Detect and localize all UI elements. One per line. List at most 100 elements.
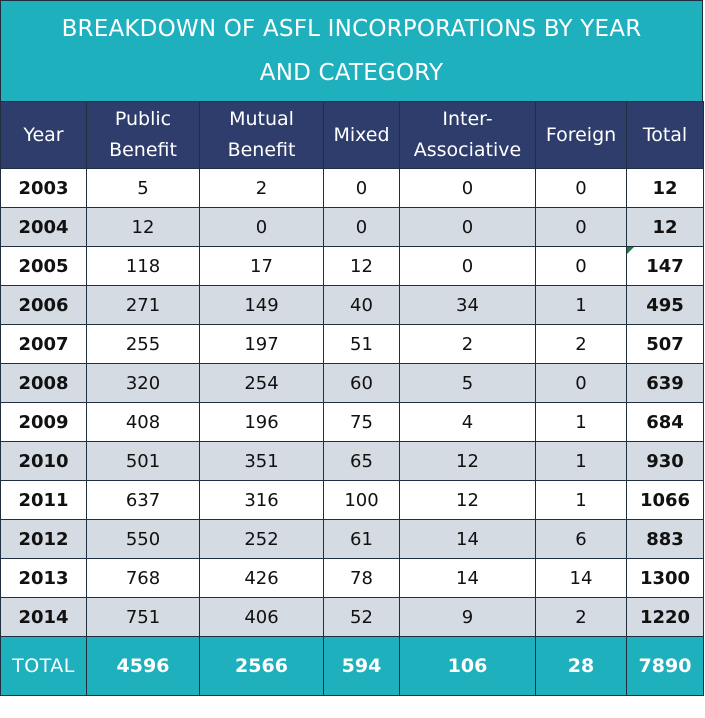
cell-public-benefit: 118 xyxy=(86,246,200,286)
totals-mixed: 594 xyxy=(323,636,400,696)
table-row: 2011 637 316 100 12 1 1066 xyxy=(0,480,704,520)
cell-total: 639 xyxy=(626,363,704,403)
table-title: BREAKDOWN OF ASFL INCORPORATIONS BY YEAR… xyxy=(0,0,703,101)
table-row: 2013 768 426 78 14 14 1300 xyxy=(0,558,704,598)
cell-mutual-benefit: 254 xyxy=(199,363,324,403)
cell-total: 1300 xyxy=(626,558,704,598)
cell-total: 1066 xyxy=(626,480,704,520)
cell-year: 2003 xyxy=(0,168,87,208)
cell-total: 684 xyxy=(626,402,704,442)
cell-comment-marker xyxy=(627,247,634,254)
table-title-line-2: AND CATEGORY xyxy=(259,60,444,86)
cell-inter-associative: 4 xyxy=(399,402,536,442)
cell-foreign: 1 xyxy=(535,285,627,325)
header-public-benefit: Public Benefit xyxy=(86,101,200,169)
cell-year: 2009 xyxy=(0,402,87,442)
cell-mutual-benefit: 252 xyxy=(199,519,324,559)
cell-inter-associative: 0 xyxy=(399,246,536,286)
cell-inter-associative: 12 xyxy=(399,480,536,520)
cell-mixed: 51 xyxy=(323,324,400,364)
cell-public-benefit: 320 xyxy=(86,363,200,403)
cell-public-benefit: 751 xyxy=(86,597,200,637)
cell-year: 2012 xyxy=(0,519,87,559)
cell-total: 1220 xyxy=(626,597,704,637)
cell-foreign: 6 xyxy=(535,519,627,559)
cell-total: 12 xyxy=(626,168,704,208)
cell-inter-associative: 5 xyxy=(399,363,536,403)
cell-mutual-benefit: 406 xyxy=(199,597,324,637)
table-row: 2012 550 252 61 14 6 883 xyxy=(0,519,704,559)
cell-total: 883 xyxy=(626,519,704,559)
cell-foreign: 1 xyxy=(535,480,627,520)
cell-public-benefit: 12 xyxy=(86,207,200,247)
cell-total: 147 xyxy=(626,246,704,286)
cell-mixed: 75 xyxy=(323,402,400,442)
header-foreign: Foreign xyxy=(535,101,627,169)
table-row: 2008 320 254 60 5 0 639 xyxy=(0,363,704,403)
cell-mutual-benefit: 316 xyxy=(199,480,324,520)
cell-mixed: 100 xyxy=(323,480,400,520)
cell-mutual-benefit: 196 xyxy=(199,402,324,442)
cell-public-benefit: 271 xyxy=(86,285,200,325)
cell-foreign: 0 xyxy=(535,168,627,208)
cell-year: 2004 xyxy=(0,207,87,247)
cell-year: 2007 xyxy=(0,324,87,364)
table-row: 2003 5 2 0 0 0 12 xyxy=(0,168,704,208)
cell-public-benefit: 408 xyxy=(86,402,200,442)
cell-total: 12 xyxy=(626,207,704,247)
cell-year: 2005 xyxy=(0,246,87,286)
header-mixed: Mixed xyxy=(323,101,400,169)
cell-foreign: 2 xyxy=(535,597,627,637)
cell-inter-associative: 9 xyxy=(399,597,536,637)
cell-mutual-benefit: 2 xyxy=(199,168,324,208)
header-total: Total xyxy=(626,101,704,169)
cell-inter-associative: 12 xyxy=(399,441,536,481)
cell-mixed: 0 xyxy=(323,207,400,247)
cell-foreign: 0 xyxy=(535,246,627,286)
cell-public-benefit: 501 xyxy=(86,441,200,481)
totals-grand-total: 7890 xyxy=(626,636,704,696)
cell-mixed: 12 xyxy=(323,246,400,286)
cell-inter-associative: 14 xyxy=(399,558,536,598)
cell-mutual-benefit: 17 xyxy=(199,246,324,286)
cell-mixed: 61 xyxy=(323,519,400,559)
totals-foreign: 28 xyxy=(535,636,627,696)
cell-public-benefit: 5 xyxy=(86,168,200,208)
cell-public-benefit: 255 xyxy=(86,324,200,364)
cell-mixed: 0 xyxy=(323,168,400,208)
table-row: 2014 751 406 52 9 2 1220 xyxy=(0,597,704,637)
totals-mutual-benefit: 2566 xyxy=(199,636,324,696)
cell-mixed: 65 xyxy=(323,441,400,481)
cell-public-benefit: 637 xyxy=(86,480,200,520)
cell-total: 495 xyxy=(626,285,704,325)
table-row: 2009 408 196 75 4 1 684 xyxy=(0,402,704,442)
cell-mutual-benefit: 351 xyxy=(199,441,324,481)
incorporations-table-container: BREAKDOWN OF ASFL INCORPORATIONS BY YEAR… xyxy=(0,0,704,696)
cell-public-benefit: 768 xyxy=(86,558,200,598)
cell-mutual-benefit: 426 xyxy=(199,558,324,598)
cell-public-benefit: 550 xyxy=(86,519,200,559)
cell-foreign: 0 xyxy=(535,363,627,403)
cell-year: 2013 xyxy=(0,558,87,598)
header-inter-associative: Inter- Associative xyxy=(399,101,536,169)
cell-mutual-benefit: 0 xyxy=(199,207,324,247)
cell-total: 507 xyxy=(626,324,704,364)
cell-inter-associative: 2 xyxy=(399,324,536,364)
cell-inter-associative: 34 xyxy=(399,285,536,325)
cell-foreign: 1 xyxy=(535,402,627,442)
table-body: 2003 5 2 0 0 0 12 2004 12 0 0 0 0 12 2005 118 17 12 0 0 147 2… xyxy=(0,168,704,637)
totals-inter-associative: 106 xyxy=(399,636,536,696)
cell-mixed: 40 xyxy=(323,285,400,325)
cell-year: 2010 xyxy=(0,441,87,481)
cell-inter-associative: 0 xyxy=(399,207,536,247)
cell-foreign: 1 xyxy=(535,441,627,481)
cell-mixed: 52 xyxy=(323,597,400,637)
cell-year: 2008 xyxy=(0,363,87,403)
cell-year: 2006 xyxy=(0,285,87,325)
table-title-line-1: BREAKDOWN OF ASFL INCORPORATIONS BY YEAR xyxy=(61,16,642,42)
totals-label: TOTAL xyxy=(0,636,87,696)
cell-mixed: 60 xyxy=(323,363,400,403)
totals-row: TOTAL 4596 2566 594 106 28 7890 xyxy=(0,636,704,696)
cell-total: 930 xyxy=(626,441,704,481)
cell-foreign: 2 xyxy=(535,324,627,364)
